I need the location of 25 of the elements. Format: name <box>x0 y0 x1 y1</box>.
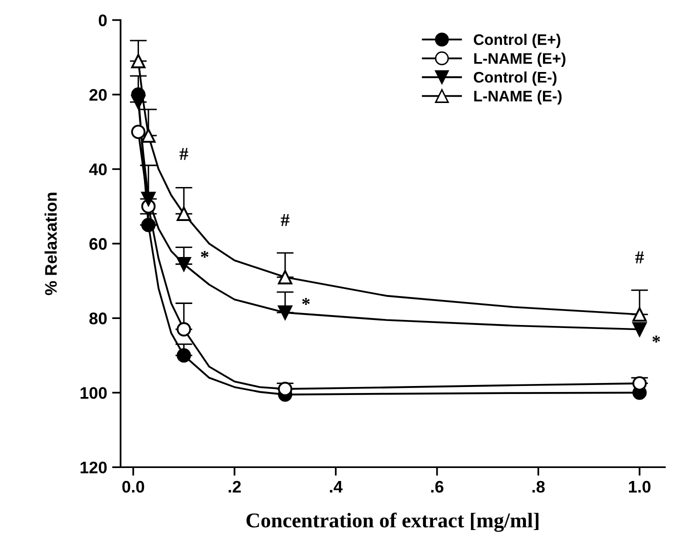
legend-label: L-NAME (E-) <box>474 90 562 105</box>
x-tick-label: .8 <box>532 480 545 493</box>
x-tick-label: .2 <box>228 480 241 492</box>
y-tick-label: 0 <box>98 14 107 26</box>
y-tick-label: 80 <box>89 312 107 324</box>
y-tick-label: 100 <box>80 387 107 399</box>
x-tick-label: 0.0 <box>122 480 144 493</box>
annotation: * <box>200 251 208 258</box>
annotation: # <box>280 214 290 226</box>
annotation: # <box>180 148 188 160</box>
y-axis-title: % Relaxation <box>44 192 57 296</box>
annotation: * <box>302 298 310 305</box>
x-tick-label: 1.0 <box>629 480 650 493</box>
y-tick-label: 40 <box>89 164 107 176</box>
annotation: * <box>652 336 660 342</box>
legend-label: Control (E-) <box>474 71 556 86</box>
x-axis-title: Concentration of extract [mg/ml] <box>246 512 538 532</box>
y-tick-label: 120 <box>80 462 107 474</box>
x-tick-label: .4 <box>330 481 343 492</box>
y-tick-label: 60 <box>89 238 107 250</box>
legend-label: Control (E+) <box>474 34 560 48</box>
x-tick-label: .6 <box>431 480 444 493</box>
y-tick-label: 20 <box>89 88 107 101</box>
annotation: # <box>635 251 644 264</box>
legend-label: L-NAME (E+) <box>474 52 566 67</box>
